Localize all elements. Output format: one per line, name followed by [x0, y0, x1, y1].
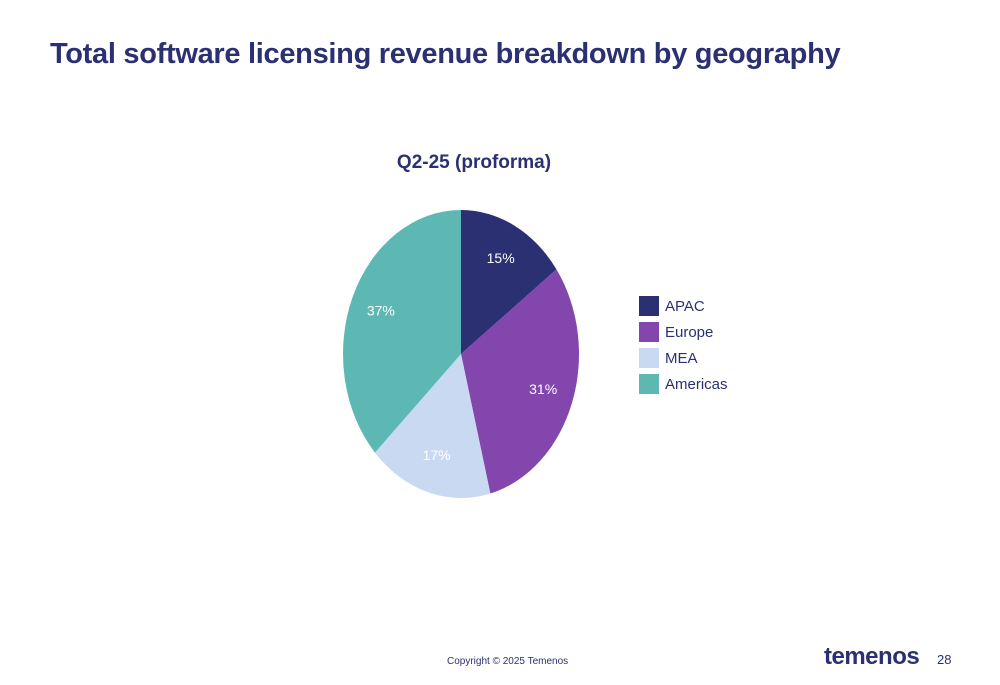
temenos-logo: temenos — [824, 643, 920, 670]
pie-slice-mea — [374, 354, 491, 499]
pie-label-americas: 37% — [367, 302, 395, 318]
slide-title: Total software licensing revenue breakdo… — [50, 38, 841, 70]
legend-label: Europe — [665, 323, 714, 341]
page-number: 28 — [937, 652, 952, 667]
pie-label-mea: 17% — [423, 447, 451, 463]
legend-item-americas: Americas — [639, 371, 728, 397]
copyright-notice: Copyright © 2025 Temenos — [447, 656, 569, 667]
legend-label: APAC — [665, 297, 705, 315]
legend-item-europe: Europe — [639, 319, 728, 345]
pie-label-europe: 31% — [529, 381, 557, 397]
legend-swatch — [639, 374, 659, 394]
legend-swatch — [639, 348, 659, 368]
pie-slice-americas — [343, 210, 461, 453]
pie-slice-apac — [461, 210, 557, 354]
legend-label: MEA — [665, 349, 698, 367]
legend-swatch — [639, 322, 659, 342]
pie-label-apac: 15% — [487, 250, 515, 266]
chart-legend: APAC Europe MEA Americas — [639, 293, 728, 397]
legend-label: Americas — [665, 375, 728, 393]
pie-slice-europe — [461, 269, 579, 494]
legend-swatch — [639, 296, 659, 316]
legend-item-apac: APAC — [639, 293, 728, 319]
chart-title: Q2-25 (proforma) — [396, 152, 552, 173]
legend-item-mea: MEA — [639, 345, 728, 371]
